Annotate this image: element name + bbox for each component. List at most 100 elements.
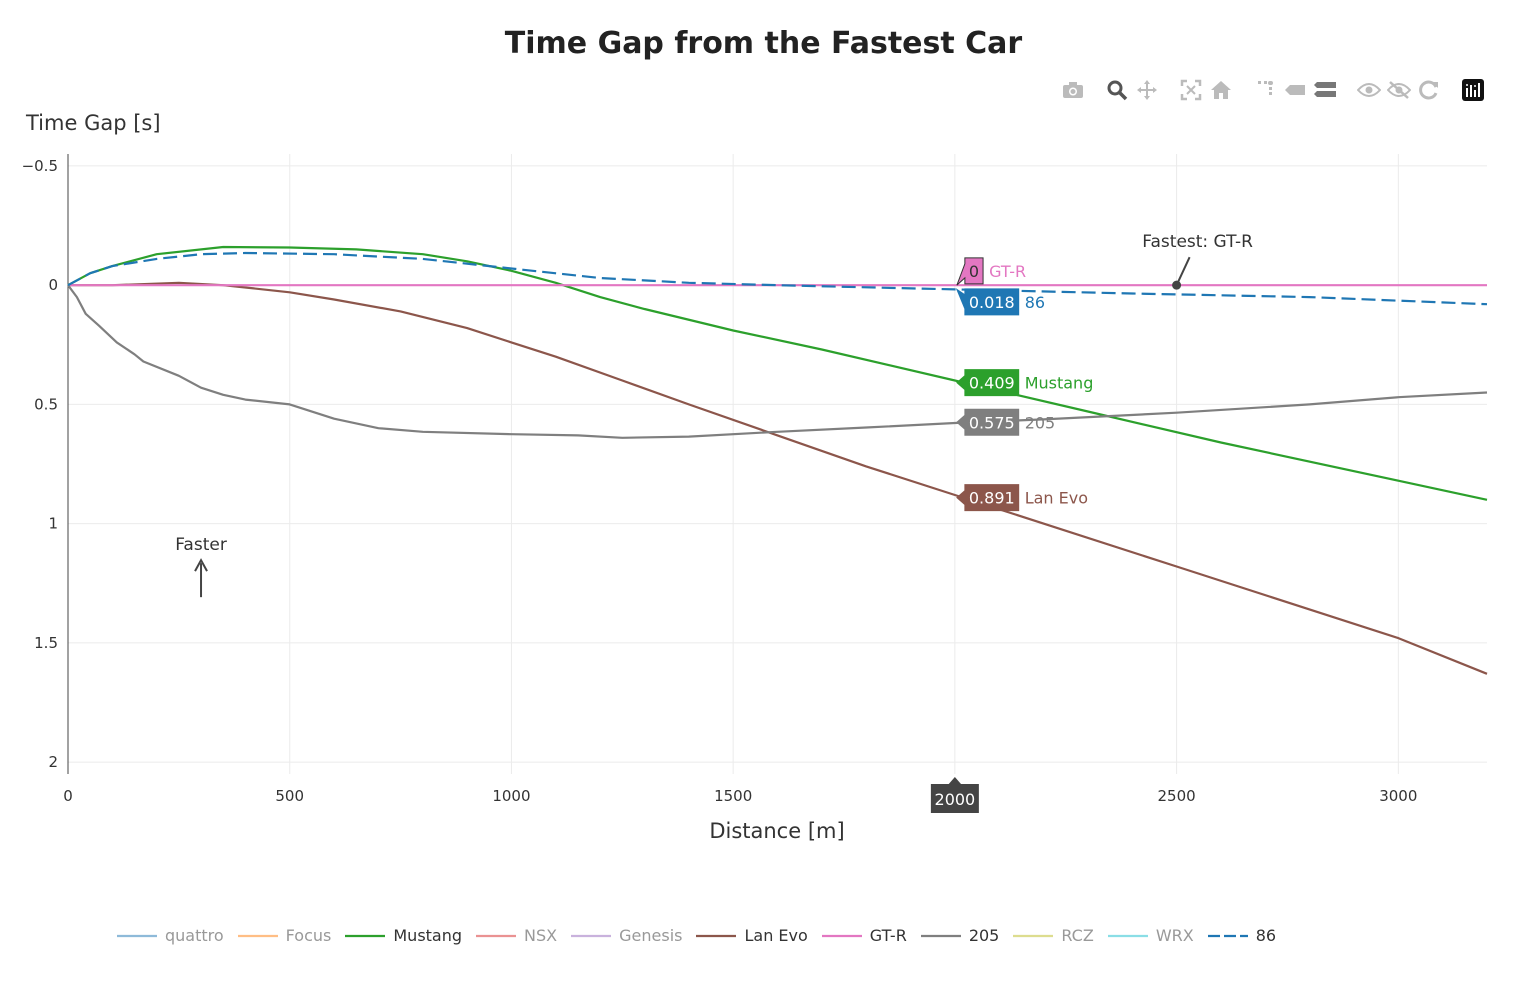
legend-item-focus[interactable]: Focus [237,926,332,945]
annotation-fastest: Fastest: GT-R [1142,232,1253,252]
hover-box [956,484,1020,512]
legend-swatch [920,934,961,937]
legend: quattro Focus Mustang NSX Genesis Lan Evo GT-R… [117,926,1290,945]
chart-title: Time Gap from the Fastest Car [504,26,1023,61]
x-ticks: 0 500 1000 1500 2500 3000 [63,787,1417,805]
legend-swatch [1013,934,1054,937]
series-line-mustang [67,245,1488,501]
legend-swatch [696,934,737,937]
legend-label: 205 [968,926,1000,945]
legend-label: RCZ [1061,926,1094,945]
hover-box [956,408,1020,436]
hover-labels: 0 GT-R 0.018 86 0.409 Mustang 0.575 205 0.891 Lan… [955,257,1094,512]
hover-box [955,288,1020,316]
camera-icon[interactable] [1058,77,1088,103]
legend-label: quattro [165,926,224,945]
hover-box [956,369,1020,397]
legend-label: Focus [285,926,332,945]
hover-spike: 2000 [930,777,979,813]
x-tick-label: 3000 [1379,787,1417,805]
legend-swatch [345,934,386,937]
hover-series-name: 86 [1025,293,1045,312]
hover-series-name: Mustang [1025,374,1094,393]
x-tick-label: 2500 [1158,787,1196,805]
y-ticks: −0.5 0 0.5 1 1.5 2 [22,157,58,771]
series-line-86 [67,251,1488,306]
legend-item-genesis[interactable]: Genesis [571,926,682,945]
legend-item-205[interactable]: 205 [920,926,1000,945]
legend-swatch [1107,934,1148,937]
series-line-205 [67,284,1488,439]
legend-item-86[interactable]: 86 [1207,926,1277,945]
legend-item-quattro[interactable]: quattro [117,926,224,945]
hover-label-mustang: 0.409 Mustang [956,369,1094,397]
hover-compare-icon[interactable] [1310,77,1340,103]
hover-label-gt-r: 0 GT-R [956,257,1026,286]
x-tick-label: 0 [63,787,73,805]
modebar [1058,76,1488,104]
legend-label: GT-R [869,926,907,945]
legend-label: NSX [524,926,558,945]
legend-label: WRX [1155,926,1194,945]
hover-label-lan-evo: 0.891 Lan Evo [956,484,1088,512]
show-traces-icon[interactable] [1354,77,1384,103]
annotation-dot [1172,280,1182,290]
annotations: Fastest: GT-R Faster [175,232,1253,598]
y-tick-label: 1.5 [34,634,58,652]
legend-label: Mustang [393,926,463,945]
hover-value: 0.018 [969,293,1015,312]
hover-x-value: 2000 [935,790,976,809]
y-tick-label: 0 [48,276,58,294]
hover-x-pointer [947,777,962,785]
hide-traces-icon[interactable] [1384,77,1414,103]
x-tick-label: 500 [275,787,304,805]
annotation-arrow [1175,256,1191,286]
hover-value: 0.409 [969,374,1015,393]
plot-area[interactable]: −0.500.511.52 0 500 1000 1500 2500 3000 2000 … [0,0,1527,900]
legend-swatch [237,934,278,937]
x-axis-label: Distance [m] [709,819,845,843]
hover-series-name: 205 [1025,413,1056,432]
hover-label-86: 0.018 86 [955,288,1045,316]
hover-closest-icon[interactable] [1280,77,1310,103]
zoom-icon[interactable] [1102,77,1132,103]
legend-item-gt-r[interactable]: GT-R [821,926,907,945]
legend-label: Genesis [619,926,683,945]
legend-item-rcz[interactable]: RCZ [1013,926,1094,945]
hover-value: 0.575 [969,413,1015,432]
y-tick-label: 1 [48,515,58,533]
hover-value: 0.891 [969,489,1015,508]
traces [67,245,1488,675]
legend-swatch [1207,934,1248,937]
hover-box [956,257,984,286]
y-tick-label: 2 [48,753,58,771]
legend-swatch [571,934,612,937]
hover-label-205: 0.575 205 [956,408,1056,436]
autoscale-icon[interactable] [1176,77,1206,103]
pan-icon[interactable] [1132,77,1162,103]
x-tick-label: 1500 [714,787,752,805]
hover-value: 0 [969,262,979,281]
x-tick-label: 1000 [492,787,530,805]
faster-arrow-head [194,558,208,572]
annotation-faster: Faster [175,535,227,555]
hover-series-name: Lan Evo [1025,489,1088,508]
legend-swatch [117,934,157,937]
logo-icon[interactable] [1458,77,1488,103]
y-tick-label: 0.5 [34,395,58,413]
reset-icon[interactable] [1414,77,1444,103]
spike-lines-icon[interactable] [1250,77,1280,103]
y-tick-label: −0.5 [22,157,58,175]
legend-swatch [821,934,862,937]
legend-label: Lan Evo [744,926,808,945]
legend-item-nsx[interactable]: NSX [476,926,557,945]
legend-label: 86 [1255,926,1277,945]
legend-item-wrx[interactable]: WRX [1107,926,1194,945]
legend-swatch [476,934,517,937]
hover-x-box [930,784,979,813]
y-axis-label: Time Gap [s] [26,111,161,135]
legend-item-mustang[interactable]: Mustang [345,926,462,945]
hover-series-name: GT-R [989,262,1026,281]
legend-item-lan-evo[interactable]: Lan Evo [696,926,808,945]
home-icon[interactable] [1206,77,1236,103]
